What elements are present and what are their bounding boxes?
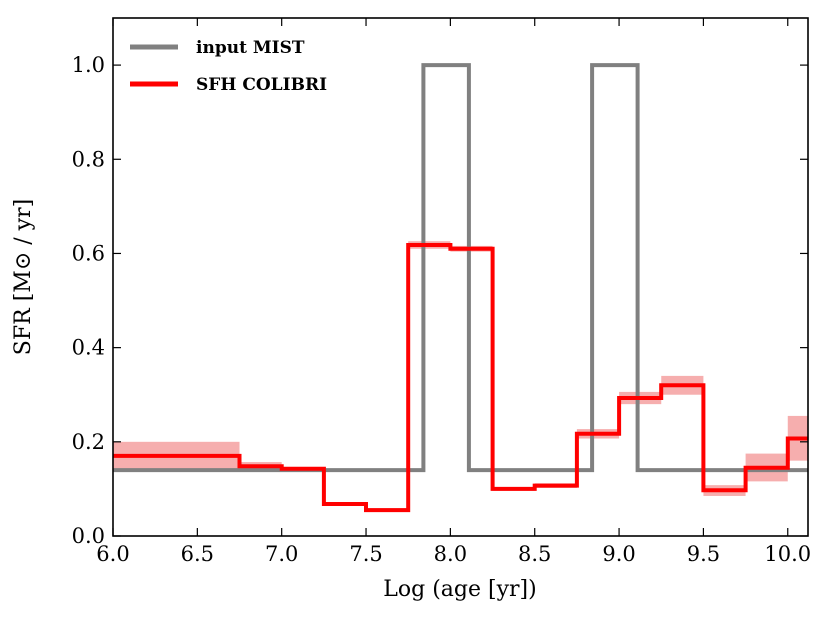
series-line-input-mist [113, 63, 808, 473]
x-tick-label-8: 10.0 [764, 542, 811, 566]
x-tick-label-2: 7.0 [265, 542, 298, 566]
tick-label-layer: 6.0 6.5 7.0 7.5 8.0 8.5 9.0 9.5 10.0 0.0 0.2 0.4 0.6… [72, 53, 812, 566]
series-line-layer [113, 63, 808, 513]
y-tick-label-1: 0.2 [72, 430, 105, 454]
legend-label-sfh-colibri: SFH COLIBRI [196, 75, 327, 95]
y-tick-label-5: 1.0 [72, 53, 105, 77]
legend-label-input-mist: input MIST [196, 38, 305, 58]
x-tick-label-6: 9.0 [602, 542, 635, 566]
y-tick-label-4: 0.8 [72, 147, 105, 171]
legend: input MIST SFH COLIBRI [130, 38, 327, 95]
y-axis-label: SFR [M⊙ / yr] [11, 199, 36, 355]
x-axis-label: Log (age [yr]) [383, 577, 536, 602]
y-tick-label-0: 0.0 [72, 524, 105, 548]
y-tick-label-3: 0.6 [72, 241, 105, 265]
x-tick-label-3: 7.5 [349, 542, 382, 566]
x-tick-label-1: 6.5 [181, 542, 214, 566]
x-tick-label-5: 8.5 [518, 542, 551, 566]
tick-layer [112, 18, 808, 537]
x-tick-label-7: 9.5 [687, 542, 720, 566]
y-tick-label-2: 0.4 [72, 336, 105, 360]
plot-frame [112, 17, 809, 537]
x-tick-label-0: 6.0 [96, 542, 129, 566]
series-line-sfh-colibri [113, 243, 808, 513]
x-tick-label-4: 8.0 [434, 542, 467, 566]
